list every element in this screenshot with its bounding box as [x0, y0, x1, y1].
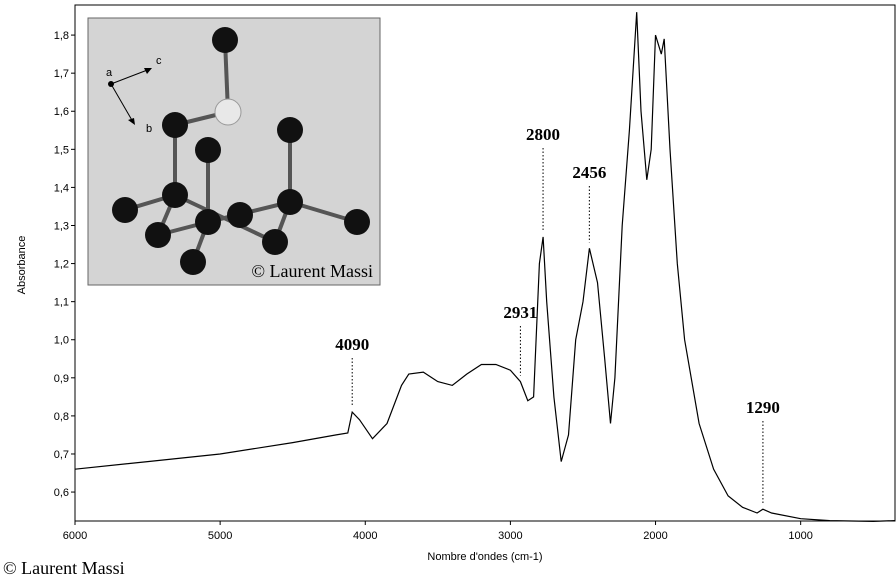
- x-tick-label: 5000: [208, 530, 232, 542]
- x-tick-label: 6000: [63, 530, 87, 542]
- inset-axis-c: c: [156, 55, 162, 67]
- x-tick-label: 4000: [353, 530, 377, 542]
- y-tick-label: 1,2: [54, 259, 69, 271]
- y-tick-label: 1,7: [54, 68, 69, 80]
- y-tick-label: 1,5: [54, 144, 69, 156]
- inset-axis-b: b: [146, 123, 152, 135]
- x-tick-label: 1000: [788, 530, 812, 542]
- inset: a b c © Laurent Massi: [88, 18, 380, 285]
- y-tick-label: 1,4: [54, 182, 69, 194]
- annotation-label: 1290: [746, 398, 780, 417]
- y-tick-label: 0,9: [54, 373, 69, 385]
- y-tick-label: 0,7: [54, 449, 69, 461]
- chart: Absorbance Nombre d'ondes (cm-1) © Laure…: [0, 0, 896, 579]
- annotation-label: 2456: [572, 163, 606, 182]
- x-axis-label: Nombre d'ondes (cm-1): [427, 551, 542, 563]
- y-tick-label: 1,6: [54, 106, 69, 118]
- inset-box: [88, 18, 380, 285]
- x-tick-label: 2000: [643, 530, 667, 542]
- inset-axis-a: a: [106, 67, 113, 79]
- annotation-label: 2931: [503, 303, 537, 322]
- y-tick-label: 0,8: [54, 411, 69, 423]
- y-tick-label: 1,8: [54, 30, 69, 42]
- y-tick-label: 0,6: [54, 487, 69, 499]
- x-tick-label: 3000: [498, 530, 522, 542]
- y-axis-label: Absorbance: [16, 236, 28, 295]
- inset-credit: © Laurent Massi: [251, 261, 373, 281]
- footer-credit: © Laurent Massi: [3, 558, 125, 578]
- y-tick-label: 1,1: [54, 297, 69, 309]
- y-tick-label: 1,0: [54, 335, 69, 347]
- annotation-label: 4090: [335, 335, 369, 354]
- y-tick-label: 1,3: [54, 220, 69, 232]
- annotation-label: 2800: [526, 125, 560, 144]
